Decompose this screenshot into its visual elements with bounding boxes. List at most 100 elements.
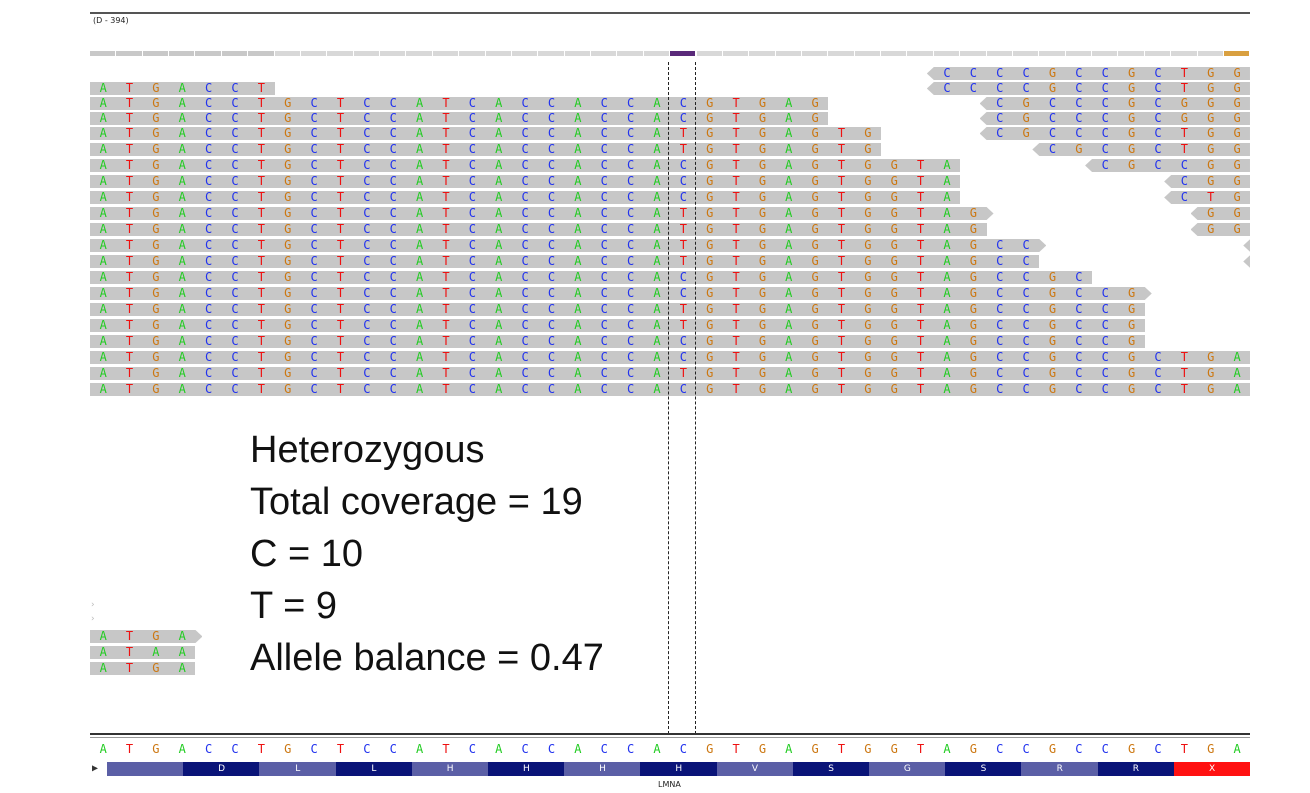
read-base: G [1127, 158, 1136, 172]
region-label: (D - 394) [93, 16, 129, 25]
read-base: C [205, 286, 213, 300]
read-base: C [547, 190, 556, 204]
read-base: C [679, 270, 687, 284]
read-base: G [758, 222, 767, 236]
read-base: C [389, 334, 397, 348]
read-base: T [336, 206, 345, 220]
read-base: C [1101, 158, 1109, 172]
read-base: T [917, 270, 925, 284]
read-base: C [600, 111, 608, 125]
read-base: T [917, 190, 925, 204]
read-base: T [1180, 366, 1188, 380]
read-base: C [468, 350, 476, 364]
read-base: C [1101, 366, 1109, 380]
read-base: C [626, 302, 635, 316]
read-base: A [416, 334, 424, 348]
read-base: C [363, 142, 371, 156]
reference-base: G [969, 742, 977, 756]
read-base: T [442, 350, 450, 364]
read-base: A [99, 270, 107, 284]
read-base: G [1207, 96, 1215, 110]
read-base: G [284, 382, 292, 396]
read-base: G [1233, 142, 1241, 156]
read-base: A [943, 238, 951, 252]
read-base: G [1048, 350, 1057, 364]
read-base: G [890, 158, 898, 172]
read-base: A [99, 190, 107, 204]
read-base: C [600, 254, 608, 268]
read-base: G [758, 238, 767, 252]
read-base: A [99, 334, 107, 348]
read-base: G [706, 126, 714, 140]
coverage-segment [432, 51, 459, 56]
read-base: C [1154, 96, 1162, 110]
read-base: G [890, 190, 898, 204]
read[interactable]: G [1243, 239, 1250, 252]
read-base: T [442, 318, 450, 332]
read-base: G [706, 174, 714, 188]
read-base: C [310, 190, 318, 204]
read-base: A [1259, 206, 1268, 220]
read-base: C [996, 382, 1004, 396]
coverage-segment [591, 51, 617, 56]
amino-acid: H [564, 762, 641, 776]
read-base: G [284, 206, 292, 220]
reference-base: T [837, 742, 846, 756]
read-base: C [547, 142, 556, 156]
read-base: T [442, 174, 450, 188]
amino-acid [107, 762, 184, 776]
coverage-segment [380, 51, 406, 56]
read-base: C [996, 111, 1004, 125]
read-base: C [468, 366, 476, 380]
read-base: A [178, 270, 186, 284]
read-base: A [653, 222, 661, 236]
read-base: C [468, 286, 476, 300]
read[interactable]: G [1243, 255, 1250, 268]
read-base: G [706, 366, 714, 380]
read-base: C [547, 126, 556, 140]
read-base: T [837, 158, 846, 172]
read-base: C [626, 111, 635, 125]
read-base: A [785, 126, 793, 140]
read-base: G [1127, 382, 1136, 396]
read-base: C [389, 302, 397, 316]
read-base: A [178, 142, 186, 156]
read-base: A [574, 126, 582, 140]
read-base: C [363, 254, 371, 268]
read-base: C [996, 366, 1004, 380]
